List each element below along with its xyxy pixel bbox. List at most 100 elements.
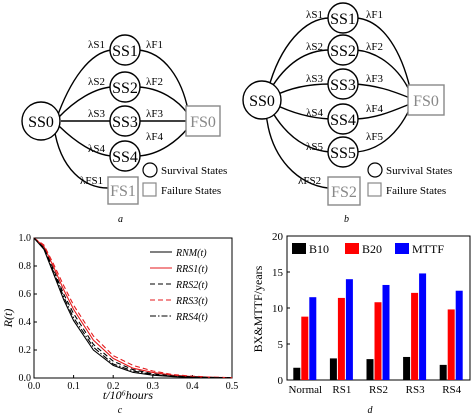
rate-b-f3: λF3 xyxy=(366,73,383,85)
legend-a-survival-icon xyxy=(142,162,158,178)
chart-d-ytick-label: 20 xyxy=(272,231,284,243)
chart-d-bar xyxy=(329,358,337,380)
rate-a-s2: λS2 xyxy=(88,76,105,88)
chart-c-legend-label: RRS3(t) xyxy=(175,296,208,307)
edge-ss2-fs0 xyxy=(137,86,189,115)
node-fs0 xyxy=(185,105,221,137)
chart-d-xtick-label: RS4 xyxy=(442,384,461,396)
chart-d-legend-label: B20 xyxy=(362,242,382,256)
label-b-ss2: SS2 xyxy=(330,43,356,60)
node-ss4 xyxy=(109,140,141,172)
edge-b-ss5-fs0 xyxy=(355,107,411,153)
rate-a-s1: λS1 xyxy=(88,39,105,51)
rate-b-s5: λS5 xyxy=(306,141,323,153)
chart-d-legend-label: B10 xyxy=(309,242,329,256)
label-ss2: SS2 xyxy=(112,80,138,97)
legend-a-failure-icon xyxy=(142,182,157,197)
chart-d-ytick-label: 5 xyxy=(278,339,284,351)
edge-ss0-ss1 xyxy=(55,49,113,121)
panel-b-nodes: SS0 SS1 SS2 SS3 SS4 SS5 FS0 FS2 λS1 λS2 … xyxy=(242,2,452,225)
legend-a-failure: Failure States xyxy=(161,185,221,197)
panel-d-chart: BX&MTTF/years 0 5 10 15 20 Normal RS1 RS2 RS3 RS4… xyxy=(251,231,471,416)
chart-d-plot-area: 0 5 10 15 20 Normal RS1 RS2 RS3 RS4 B10 B20 MTTF xyxy=(272,231,471,396)
chart-c-ytick-label: 0.8 xyxy=(19,261,32,272)
label-b-ss5: SS5 xyxy=(330,145,356,162)
chart-d-ylabel: BX&MTTF/years xyxy=(251,265,265,352)
legend-a-survival: Survival States xyxy=(161,165,227,177)
panel-b-diagram xyxy=(265,17,411,189)
label-ss0: SS0 xyxy=(28,114,54,131)
chart-d-bar xyxy=(403,356,411,380)
node-b-ss2 xyxy=(327,34,359,66)
chart-d-bar xyxy=(301,316,309,380)
chart-c-xtick-label: 0.1 xyxy=(67,381,80,392)
caption-c: c xyxy=(118,405,123,416)
node-fs1 xyxy=(107,176,139,205)
node-b-ss0 xyxy=(242,80,282,120)
chart-c-ytick-label: 1.0 xyxy=(19,233,32,244)
chart-c-ytick-label: 0.6 xyxy=(19,289,32,300)
chart-d-xtick-label: RS2 xyxy=(369,384,388,396)
edge-b-ss0-ss2 xyxy=(269,49,331,91)
rate-b-s2: λS2 xyxy=(306,41,323,53)
chart-c-legend-label: RNM(t) xyxy=(175,248,207,259)
legend-b-survival: Survival States xyxy=(386,165,452,177)
node-b-fs2 xyxy=(327,176,361,206)
chart-d-bar xyxy=(345,279,353,380)
legend-b-failure-icon xyxy=(367,182,382,197)
node-ss3 xyxy=(109,105,141,137)
node-ss1 xyxy=(109,34,141,66)
edge-b-ss0-ss1 xyxy=(267,17,331,91)
edge-ss0-ss2 xyxy=(57,86,113,119)
chart-d-bar xyxy=(366,359,374,380)
chart-d-bar xyxy=(411,292,419,380)
chart-d-bar xyxy=(382,284,390,380)
caption-a: a xyxy=(118,214,123,225)
chart-c-ytick-label: 0.4 xyxy=(19,317,32,328)
chart-d-bar xyxy=(419,273,427,380)
rate-a-fs1: λFS1 xyxy=(80,175,103,187)
chart-d-legend-swatch xyxy=(395,243,409,254)
chart-d-bar xyxy=(455,290,463,380)
chart-c-ylabel: R(t) xyxy=(1,309,15,329)
chart-d-bar xyxy=(439,364,447,380)
label-b-fs0: FS0 xyxy=(413,93,439,110)
chart-c-ytick-label: 0.2 xyxy=(19,345,32,356)
chart-c-series-line xyxy=(33,237,233,379)
label-b-ss4: SS4 xyxy=(330,112,356,129)
rate-b-f5: λF5 xyxy=(366,131,383,143)
rate-b-s3: λS3 xyxy=(306,73,323,85)
chart-c-legend-label: RRS4(t) xyxy=(175,312,208,323)
edge-ss1-fs0 xyxy=(137,49,189,111)
rate-a-s3: λS3 xyxy=(88,108,105,120)
chart-d-bar xyxy=(374,302,382,380)
chart-c-xlabel: t/10⁶hours xyxy=(103,388,154,402)
edge-b-ss4-fs0 xyxy=(355,103,411,120)
rate-b-f4: λF4 xyxy=(366,103,383,115)
node-b-fs0 xyxy=(407,84,445,116)
label-ss1: SS1 xyxy=(112,43,138,60)
edge-b-ss2-fs0 xyxy=(355,49,411,93)
chart-d-legend-label: MTTF xyxy=(412,242,444,256)
edge-b-ss3-fs0 xyxy=(355,83,411,99)
rate-a-f4: λF4 xyxy=(146,131,163,143)
edge-b-ss0-fs2 xyxy=(265,111,329,189)
chart-c-plot-area: 0.0 0.1 0.2 0.3 0.4 0.5 0.0 0.2 0.4 0.6 0.8 1.0 RNM(… xyxy=(19,233,239,392)
chart-d-xtick-label: Normal xyxy=(288,384,322,396)
label-b-ss0: SS0 xyxy=(249,93,275,110)
chart-c-legend-label: RRS2(t) xyxy=(175,280,208,291)
node-ss2 xyxy=(109,71,141,103)
chart-d-legend-swatch xyxy=(345,243,359,254)
node-b-ss3 xyxy=(327,68,359,100)
rate-a-f2: λF2 xyxy=(146,76,163,88)
rate-a-f1: λF1 xyxy=(146,39,163,51)
legend-b-failure: Failure States xyxy=(386,185,446,197)
panel-a-nodes: SS0 SS1 SS2 SS3 SS4 FS0 FS1 λS1 λS2 λS3 … xyxy=(21,34,227,225)
edge-ss0-fs1 xyxy=(53,126,109,189)
chart-d-bar xyxy=(309,297,317,380)
caption-b: b xyxy=(344,214,349,225)
chart-c-series-line xyxy=(33,237,233,379)
chart-d-ytick-label: 10 xyxy=(272,303,284,315)
rate-b-s4: λS4 xyxy=(306,107,323,119)
